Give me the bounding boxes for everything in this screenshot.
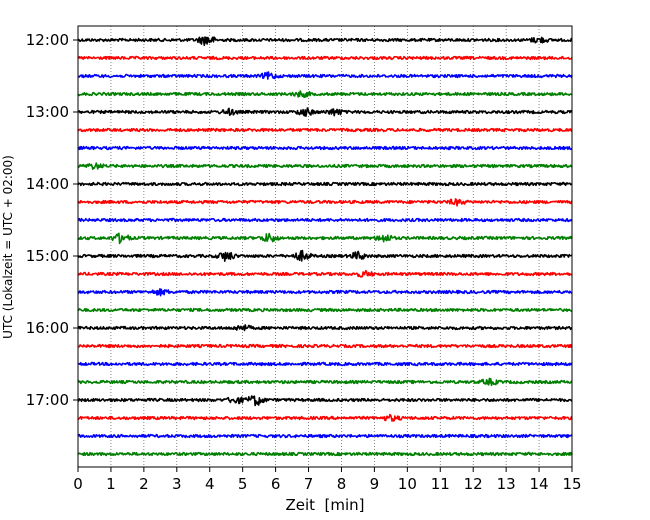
y-tick-label: 12:00 [26,31,69,49]
x-tick-label: 1 [106,475,116,493]
y-tick-label: 17:00 [26,391,69,409]
trace-1400 [77,181,573,187]
trace-1615 [77,343,573,349]
y-tick-label: 15:00 [26,247,69,265]
trace-1415 [77,198,573,207]
trace-1545 [77,307,573,313]
x-axis: 0 1 2 3 4 5 6 7 8 9 10 11 12 13 14 15 [73,467,582,493]
trace-1315 [77,127,573,133]
x-tick-label: 2 [139,475,149,493]
trace-1245 [77,90,573,98]
x-tick-label: 15 [562,475,581,493]
x-axis-label: Zeit [min] [285,496,364,514]
x-tick-label: 14 [530,475,549,493]
x-tick-label: 3 [172,475,182,493]
trace-1215 [77,55,573,61]
x-tick-label: 12 [464,475,483,493]
x-tick-label: 7 [304,475,314,493]
y-axis: 12:00 13:00 14:00 15:00 16:00 17:00 [26,31,78,409]
trace-1330 [77,145,573,151]
trace-1630 [77,361,573,367]
traces [77,36,573,457]
trace-1230 [77,71,573,80]
x-tick-label: 10 [398,475,417,493]
x-tick-label: 0 [73,475,83,493]
plot-frame [77,25,573,468]
x-tick-label: 5 [238,475,248,493]
x-tick-label: 11 [431,475,450,493]
trace-1730 [77,433,573,439]
y-tick-label: 13:00 [26,103,69,121]
trace-1515 [77,269,573,278]
x-tick-label: 13 [497,475,516,493]
y-axis-label: UTC (Lokalzeit = UTC + 02:00) [1,155,15,339]
trace-1500 [77,249,573,262]
trace-1700 [77,395,573,407]
trace-1745 [77,451,573,457]
x-tick-label: 4 [205,475,215,493]
trace-1345 [77,162,573,170]
trace-1300 [77,107,573,117]
trace-1645 [77,377,573,387]
trace-1600 [77,324,573,332]
x-tick-label: 9 [370,475,380,493]
y-tick-label: 16:00 [26,319,69,337]
x-tick-label: 6 [271,475,281,493]
trace-1430 [77,217,573,223]
trace-1715 [77,413,573,422]
y-tick-label: 14:00 [26,175,69,193]
trace-1530 [77,288,573,297]
x-tick-label: 8 [337,475,347,493]
trace-1200 [77,36,573,46]
trace-1445 [77,232,573,245]
